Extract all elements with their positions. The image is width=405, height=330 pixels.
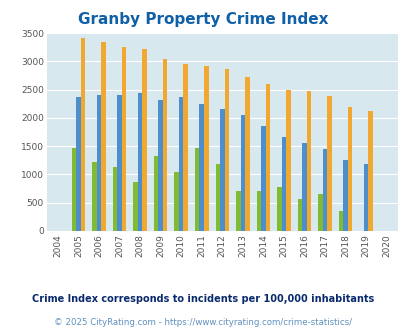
Bar — [240, 115, 245, 231]
Bar — [286, 89, 290, 231]
Bar — [162, 59, 167, 231]
Text: © 2025 CityRating.com - https://www.cityrating.com/crime-statistics/: © 2025 CityRating.com - https://www.city… — [54, 318, 351, 327]
Bar — [117, 95, 121, 231]
Bar — [72, 148, 76, 231]
Bar — [363, 164, 367, 231]
Bar — [235, 191, 240, 231]
Bar — [338, 211, 342, 231]
Bar — [199, 104, 203, 231]
Bar — [277, 187, 281, 231]
Bar — [142, 50, 147, 231]
Bar — [297, 199, 301, 231]
Bar — [342, 160, 347, 231]
Bar — [245, 77, 249, 231]
Bar — [96, 95, 101, 231]
Bar — [113, 167, 117, 231]
Bar — [215, 164, 220, 231]
Bar — [281, 137, 286, 231]
Bar — [220, 109, 224, 231]
Bar — [256, 191, 260, 231]
Bar — [224, 69, 228, 231]
Bar — [326, 96, 331, 231]
Bar — [101, 42, 106, 231]
Bar — [138, 93, 142, 231]
Bar — [174, 172, 179, 231]
Bar — [122, 47, 126, 231]
Bar — [301, 143, 306, 231]
Bar — [194, 148, 199, 231]
Text: Crime Index corresponds to incidents per 100,000 inhabitants: Crime Index corresponds to incidents per… — [32, 294, 373, 304]
Bar — [203, 66, 208, 231]
Bar — [76, 97, 81, 231]
Bar — [322, 149, 326, 231]
Bar — [265, 84, 269, 231]
Bar — [92, 162, 96, 231]
Bar — [318, 194, 322, 231]
Bar — [367, 111, 372, 231]
Bar — [260, 126, 265, 231]
Bar — [133, 182, 138, 231]
Bar — [347, 107, 352, 231]
Bar — [81, 38, 85, 231]
Bar — [153, 156, 158, 231]
Text: Granby Property Crime Index: Granby Property Crime Index — [78, 12, 327, 27]
Bar — [183, 64, 188, 231]
Bar — [158, 100, 162, 231]
Bar — [306, 91, 311, 231]
Bar — [179, 97, 183, 231]
